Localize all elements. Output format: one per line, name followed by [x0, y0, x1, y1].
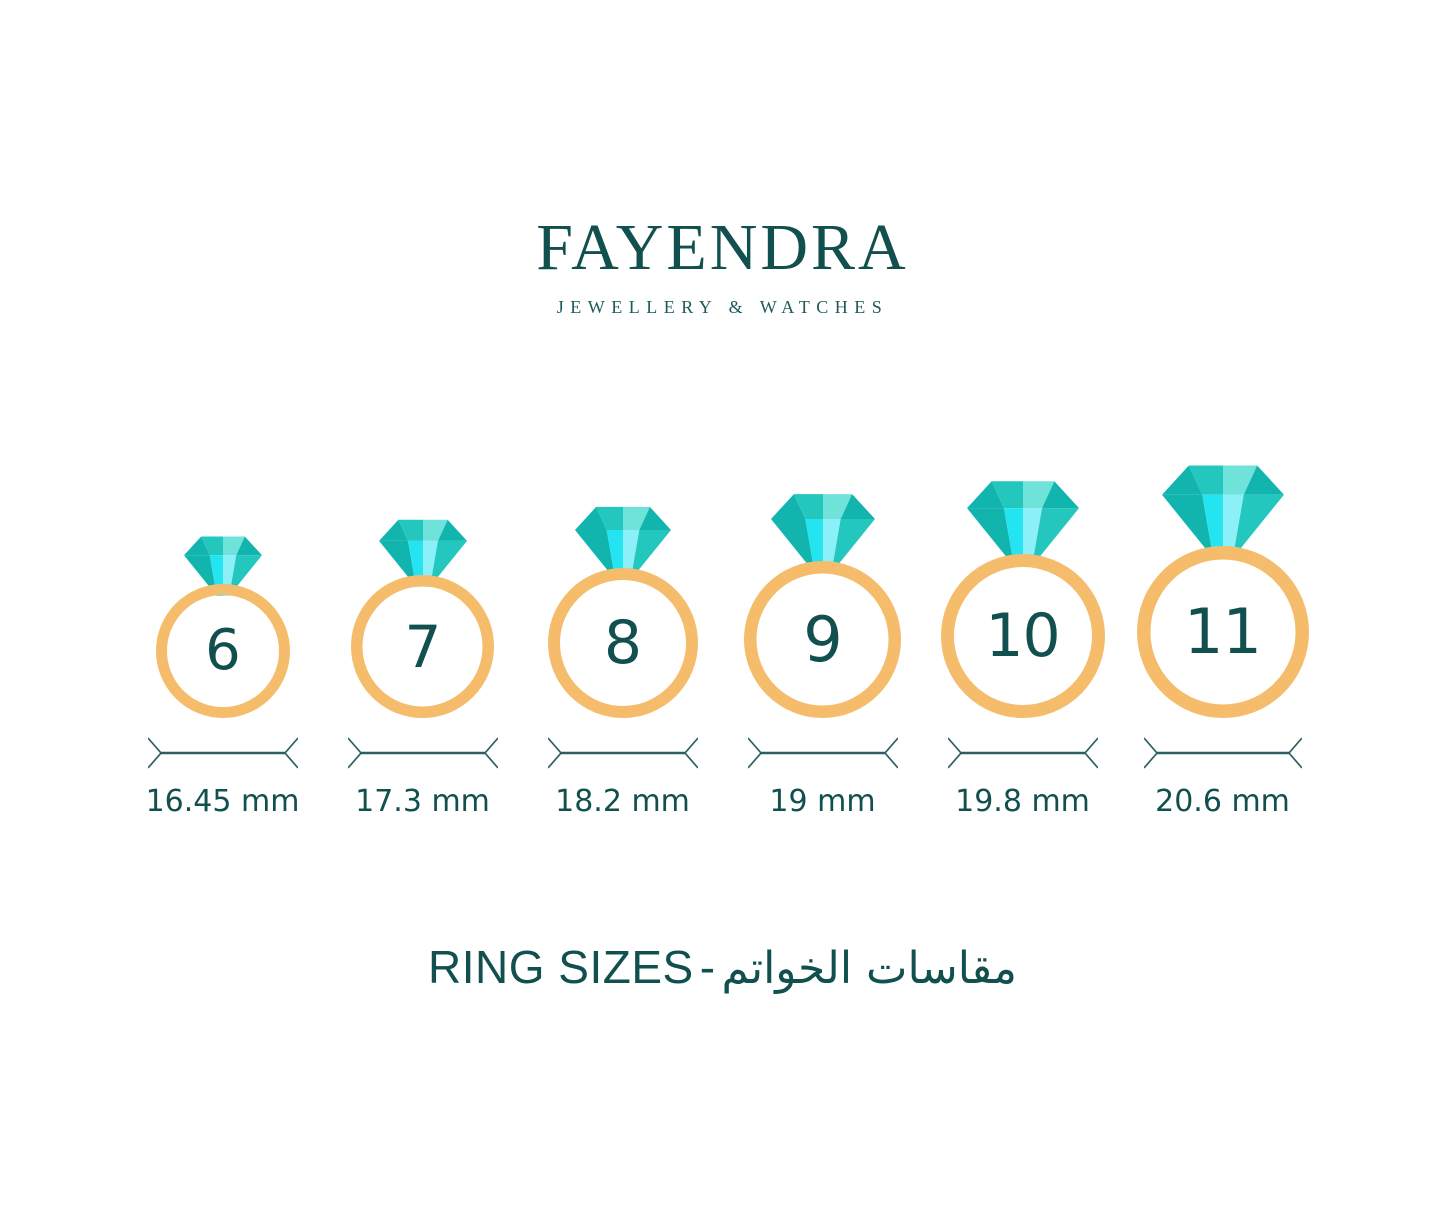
dimension-arrow-icon [546, 737, 699, 769]
ring-illustration: 11 [1136, 446, 1309, 718]
dimension-indicator [946, 736, 1099, 770]
ring-illustration: 9 [744, 446, 901, 718]
ring-band-icon [940, 554, 1105, 718]
ring-band-icon [744, 561, 901, 718]
gem-holder [1161, 463, 1284, 558]
band-holder: 10 [940, 554, 1105, 718]
ring-size-number: 7 [404, 612, 442, 681]
ring-illustration: 6 [155, 446, 290, 718]
ring-diameter-label: 19 mm [769, 784, 876, 819]
band-holder: 6 [155, 584, 290, 718]
ring-diameter-label: 18.2 mm [555, 784, 690, 819]
dimension-indicator [346, 736, 499, 770]
band-holder: 9 [744, 561, 901, 718]
ring-band-icon [155, 584, 290, 718]
brand-tagline: JEWELLERY & WATCHES [556, 297, 889, 317]
dimension-arrow-icon [1142, 737, 1303, 769]
ring-illustration: 10 [940, 446, 1105, 718]
ring-size-item[interactable]: 11 20.6 mm [1123, 446, 1323, 820]
chart-title-en: RING SIZES [428, 941, 694, 993]
ring-size-item[interactable]: 7 17.3 mm [323, 446, 523, 820]
ring-size-item[interactable]: 10 19.8 mm [923, 446, 1123, 820]
dimension-arrow-icon [946, 737, 1099, 769]
ring-diameter-label: 16.45 mm [145, 784, 300, 819]
ring-size-item[interactable]: 8 18.2 mm [523, 446, 723, 820]
ring-size-number: 10 [985, 601, 1060, 671]
ring-diameter-label: 19.8 mm [955, 784, 1090, 819]
ring-illustration: 7 [351, 446, 494, 718]
gem-holder [574, 505, 671, 580]
diamond-gem-icon [1161, 465, 1284, 558]
brand-logo: FAYENDRA JEWELLERY & WATCHES [0, 212, 1445, 318]
band-holder: 11 [1136, 546, 1309, 718]
ring-size-item[interactable]: 9 19 mm [723, 446, 923, 820]
ring-size-number: 9 [803, 602, 842, 676]
dimension-arrow-icon [346, 737, 499, 769]
chart-title-ar: مقاسات الخواتم [721, 943, 1017, 994]
band-holder: 7 [351, 575, 494, 718]
ring-band-icon [1136, 546, 1309, 718]
dimension-indicator [546, 736, 699, 770]
ring-band-icon [547, 568, 698, 718]
diamond-gem-icon [574, 507, 671, 580]
gem-holder [770, 492, 875, 573]
dimension-indicator [146, 736, 299, 770]
ring-size-number: 6 [205, 618, 241, 683]
dimension-arrow-icon [746, 737, 899, 769]
gem-holder [966, 479, 1079, 566]
chart-title: RING SIZES - مقاسات الخواتم [0, 938, 1445, 998]
ring-size-number: 11 [1184, 595, 1262, 668]
ring-diameter-label: 17.3 mm [355, 784, 490, 819]
dimension-indicator [1142, 736, 1303, 770]
ring-size-row: 6 16.45 mm [0, 440, 1445, 820]
chart-title-separator: - [699, 941, 716, 993]
ring-size-number: 8 [603, 608, 642, 678]
diamond-gem-icon [183, 536, 262, 596]
band-holder: 8 [547, 568, 698, 718]
ring-band-icon [351, 575, 494, 718]
diamond-gem-icon [378, 520, 467, 587]
dimension-indicator [746, 736, 899, 770]
ring-diameter-label: 20.6 mm [1155, 784, 1290, 819]
brand-name: FAYENDRA [536, 211, 909, 284]
dimension-arrow-icon [146, 737, 299, 769]
ring-illustration: 8 [547, 446, 698, 718]
gem-holder [378, 518, 467, 587]
diamond-gem-icon [966, 480, 1079, 566]
diamond-gem-icon [770, 493, 875, 573]
gem-holder [183, 535, 262, 596]
ring-size-item[interactable]: 6 16.45 mm [123, 446, 323, 820]
